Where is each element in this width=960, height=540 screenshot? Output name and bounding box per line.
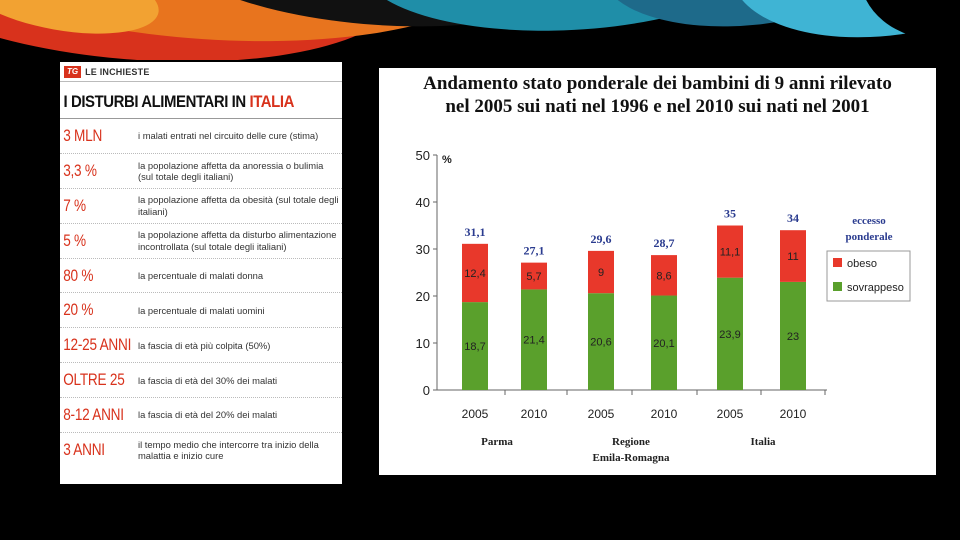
chart-title-line1: Andamento stato ponderale dei bambini di… <box>423 73 892 94</box>
chart-title-line2: nel 2005 sui nati nel 1996 e nel 2010 su… <box>445 96 870 117</box>
bar-value-label: 5,7 <box>526 271 541 283</box>
chart-panel: Andamento stato ponderale dei bambini di… <box>379 68 936 475</box>
infographic-row: 80 % la percentuale di malati donna <box>60 259 342 294</box>
bar-segment-obeso <box>651 255 677 296</box>
infographic-row: 3,3 % la popolazione affetta da anoressia… <box>60 154 342 189</box>
x-tick-label: 2010 <box>780 407 807 421</box>
y-tick-label: 30 <box>416 242 430 257</box>
bar-segment-sovrappeso <box>521 289 547 390</box>
infographic-header: TG LE INCHIESTE <box>60 62 342 82</box>
x-tick-label: 2005 <box>462 407 489 421</box>
bar-segment-sovrappeso <box>780 281 806 390</box>
bar-segment-obeso <box>780 230 806 282</box>
row-value: 5 % <box>63 230 86 250</box>
bar-value-label: 20,1 <box>653 338 674 350</box>
x-group-label: Emila-Romagna <box>593 452 671 464</box>
infographic-row: 3 MLN i malati entrati nel circuito delle… <box>60 119 342 154</box>
infographic-rows: 3 MLN i malati entrati nel circuito delle… <box>60 118 342 468</box>
bar-value-label: 23,9 <box>719 329 740 341</box>
bar-value-label: 12,4 <box>464 268 485 280</box>
infographic-row: 12-25 ANNI la fascia di età più colpita (… <box>60 328 342 364</box>
x-group-label: Parma <box>481 436 513 448</box>
row-value: 12-25 ANNI <box>63 335 132 355</box>
legend-title: ponderale <box>845 231 892 243</box>
bar-value-label: 21,4 <box>523 335 544 347</box>
infographic-section: LE INCHIESTE <box>85 66 150 77</box>
row-description: la percentuale di malati donna <box>138 269 264 281</box>
row-description: la popolazione affetta da disturbo alime… <box>138 229 337 252</box>
row-description: la fascia di età del 30% dei malati <box>138 374 278 386</box>
y-tick-label: 0 <box>423 383 430 398</box>
row-value: OLTRE 25 <box>63 370 125 390</box>
bar-total-label: 28,7 <box>654 236 675 250</box>
decorative-banner <box>0 0 960 60</box>
bar-segment-sovrappeso <box>651 295 677 390</box>
row-value: 8-12 ANNI <box>63 405 124 425</box>
row-description: la fascia di età del 20% dei malati <box>138 409 278 421</box>
bar-total-label: 27,1 <box>524 244 545 258</box>
infographic-row: 3 ANNI il tempo medio che intercorre tra … <box>60 433 342 468</box>
bar-segment-sovrappeso <box>717 277 743 390</box>
row-description: la percentuale di malati uomini <box>138 304 265 316</box>
stacked-bar-chart: 0 10 20 30 40 50 % 18,7 12,4 31,1 2005 21,4 5,7 27,1 2… <box>416 148 911 464</box>
x-tick-label: 2005 <box>588 407 615 421</box>
x-tick-label: 2010 <box>651 407 678 421</box>
infographic-row: OLTRE 25 la fascia di età del 30% dei mal… <box>60 363 342 399</box>
bar-segment-obeso <box>717 225 743 278</box>
infographic-row: 8-12 ANNI la fascia di età del 20% dei ma… <box>60 398 342 434</box>
y-tick-label: 20 <box>416 289 430 304</box>
row-value: 3 ANNI <box>63 440 105 460</box>
row-description: la fascia di età più colpita (50%) <box>138 339 271 351</box>
x-group-label: Regione <box>612 436 650 448</box>
infographic-logo: TG <box>64 65 82 78</box>
legend-label-obeso: obeso <box>847 258 877 270</box>
row-value: 3 MLN <box>63 125 103 145</box>
chart-title: Andamento stato ponderale dei bambini di… <box>379 72 936 118</box>
bar-value-label: 11 <box>787 251 798 263</box>
y-tick-label: 40 <box>416 195 430 210</box>
bar-value-label: 20,6 <box>590 337 611 349</box>
bar-value-label: 11,1 <box>720 247 741 259</box>
row-value: 80 % <box>63 265 94 285</box>
bar-segment-sovrappeso <box>462 302 488 390</box>
bar-segment-obeso <box>462 243 488 303</box>
infographic-row: 5 % la popolazione affetta da disturbo al… <box>60 224 342 259</box>
y-axis-label: % <box>442 154 452 166</box>
bar-total-label: 31,1 <box>465 225 486 239</box>
row-value: 20 % <box>63 300 94 320</box>
bar-segment-obeso <box>588 250 614 294</box>
bar-value-label: 9 <box>598 267 604 279</box>
y-tick-label: 50 <box>416 148 430 163</box>
row-description: i malati entrati nel circuito delle cure… <box>138 130 319 142</box>
bar-value-label: 8,6 <box>656 270 671 282</box>
infographic-panel: TG LE INCHIESTE I DISTURBI ALIMENTARI IN… <box>60 62 342 484</box>
bar-total-label: 29,6 <box>591 232 612 246</box>
bar-value-label: 23 <box>787 331 799 343</box>
legend-swatch-obeso <box>833 258 842 267</box>
infographic-title-prefix: I DISTURBI ALIMENTARI IN <box>63 92 247 111</box>
row-description: la popolazione affetta da obesità (sul t… <box>138 194 339 217</box>
bar-segment-obeso <box>521 262 547 290</box>
bar-total-label: 34 <box>787 211 799 225</box>
row-description: la popolazione affetta da anoressia o bu… <box>138 159 324 182</box>
legend-swatch-sovrappeso <box>833 282 842 291</box>
legend-title: eccesso <box>852 215 886 227</box>
infographic-row: 7 % la popolazione affetta da obesità (su… <box>60 189 342 224</box>
x-tick-label: 2005 <box>717 407 744 421</box>
y-tick-label: 10 <box>416 336 430 351</box>
bar-total-label: 35 <box>724 207 736 221</box>
row-value: 3,3 % <box>63 160 97 180</box>
infographic-row: 20 % la percentuale di malati uomini <box>60 293 342 329</box>
legend-label-sovrappeso: sovrappeso <box>847 282 904 294</box>
bar-value-label: 18,7 <box>464 341 485 353</box>
bar-segment-sovrappeso <box>588 293 614 390</box>
row-value: 7 % <box>63 195 86 215</box>
x-tick-label: 2010 <box>521 407 548 421</box>
row-description: il tempo medio che intercorre tra inizio… <box>138 439 319 462</box>
x-group-label: Italia <box>750 436 776 448</box>
infographic-title: I DISTURBI ALIMENTARI IN ITALIA <box>60 82 308 118</box>
infographic-title-highlight: ITALIA <box>249 92 295 111</box>
